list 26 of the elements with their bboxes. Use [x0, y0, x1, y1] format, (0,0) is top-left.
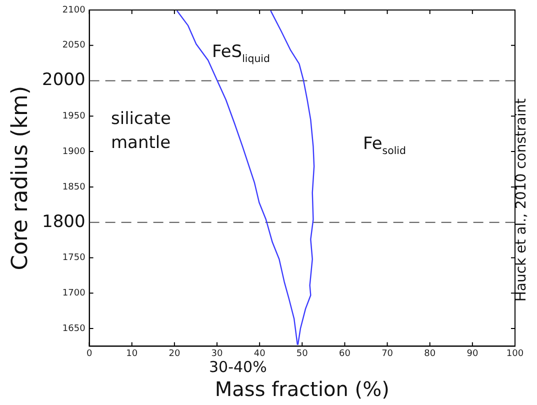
text: 30-40% [209, 358, 267, 376]
y-tick-label: 1900 [62, 146, 86, 157]
y-tick-label: 1650 [62, 324, 86, 334]
y-tick-label: 1850 [62, 182, 86, 192]
y-tick-label: 2100 [62, 5, 86, 16]
x-tick-label: 70 [382, 348, 394, 359]
x-tick-label: 100 [506, 348, 524, 359]
x-tick-label: 40 [254, 348, 266, 359]
x-tick-label: 30 [211, 348, 224, 359]
x-tick-label: 50 [296, 348, 308, 359]
y-tick-label: 1750 [62, 253, 86, 264]
x-tick-label: 20 [168, 348, 180, 359]
ref-line-label: 1800 [42, 212, 86, 232]
x-tick-label: 60 [338, 348, 351, 359]
ref-line-label: 2000 [42, 70, 86, 90]
y-tick-label: 2050 [62, 40, 86, 51]
x-tick-label: 80 [424, 348, 436, 359]
annotation: Hauck et al., 2010 constraint [514, 98, 530, 302]
x-tick-label: 10 [126, 348, 138, 359]
y-tick-label: 1700 [62, 288, 86, 298]
x-tick-label: 0 [86, 348, 92, 359]
x-axis-title: Mass fraction (%) [214, 377, 390, 402]
x-tick-label: 90 [466, 348, 478, 359]
annotation: silicate mantle [111, 109, 171, 153]
y-tick-label: 1950 [62, 112, 86, 122]
y-axis-title: Core radius (km) [8, 86, 33, 270]
